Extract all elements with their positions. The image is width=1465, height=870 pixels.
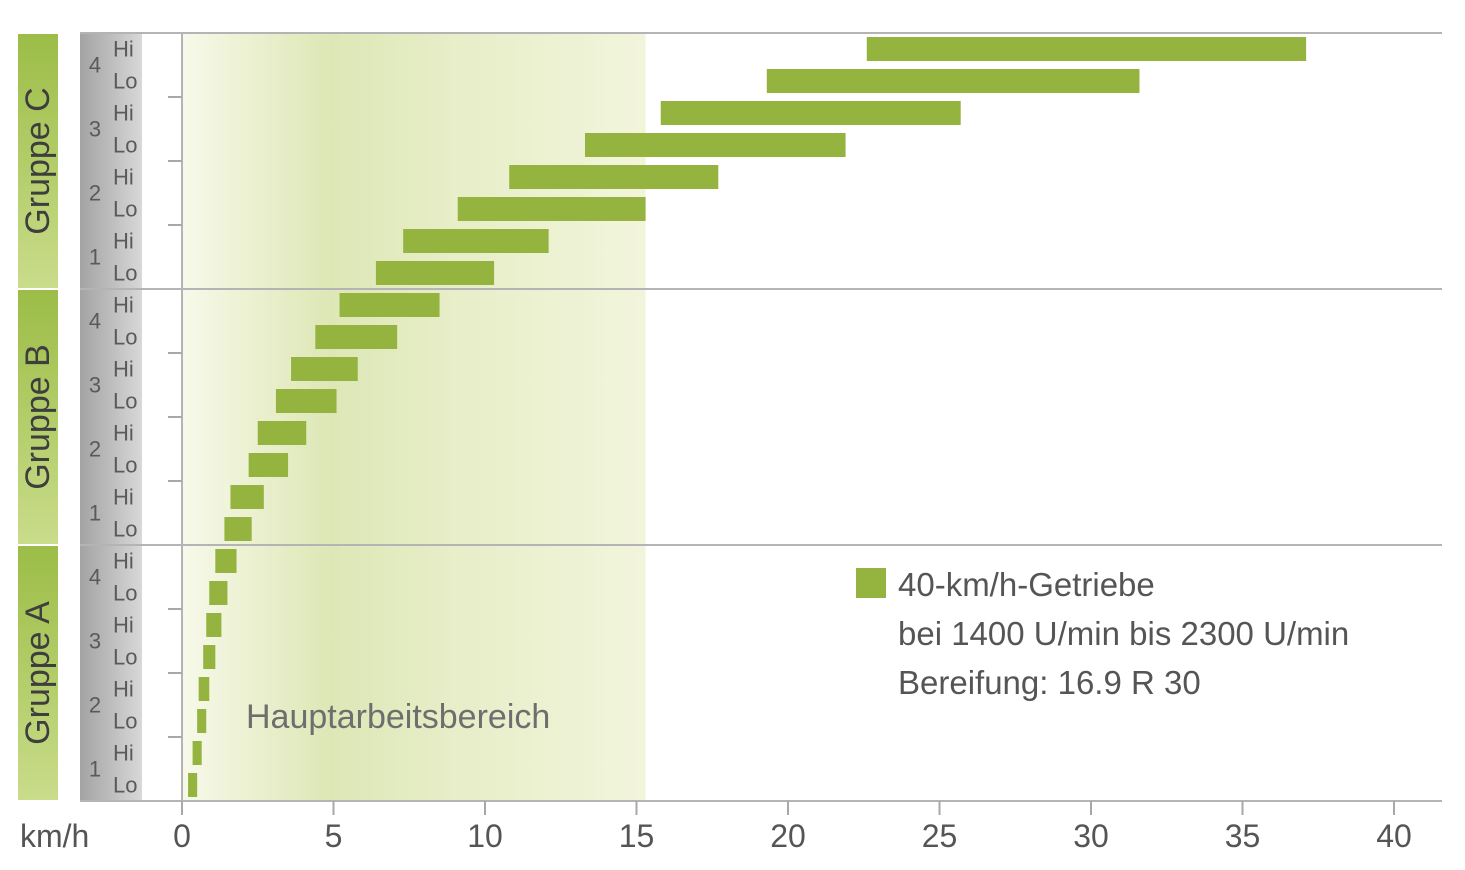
range-label: Hi (113, 293, 134, 318)
speed-range-bar (203, 645, 216, 669)
range-label: Hi (113, 549, 134, 574)
speed-range-bar (198, 677, 210, 701)
range-label: Lo (113, 453, 137, 478)
speed-range-bar (509, 165, 719, 189)
gear-number: 3 (89, 629, 101, 654)
range-label: Hi (113, 741, 134, 766)
gear-number: 3 (89, 373, 101, 398)
main-working-range-shading (182, 33, 646, 801)
range-label: Lo (113, 581, 137, 606)
range-label: Hi (113, 421, 134, 446)
range-label: Hi (113, 485, 134, 510)
speed-range-bar (230, 485, 264, 509)
legend-tyre-note: Bereifung: 16.9 R 30 (898, 664, 1201, 701)
group-label-band (18, 546, 58, 800)
speed-range-bar (188, 773, 198, 797)
speed-range-bar (192, 741, 202, 765)
gear-number: 4 (89, 309, 101, 334)
x-tick-label: 5 (325, 818, 343, 854)
x-tick-label: 35 (1225, 818, 1261, 854)
gear-column-band (80, 34, 142, 288)
speed-range-bar (584, 133, 846, 157)
range-label: Lo (113, 261, 137, 286)
speed-range-bars (188, 37, 1307, 797)
range-label: Hi (113, 37, 134, 62)
x-tick-label: 25 (922, 818, 958, 854)
range-label: Lo (113, 517, 137, 542)
range-label: Lo (113, 389, 137, 414)
gear-number: 4 (89, 53, 101, 78)
group-label: Gruppe C (19, 87, 57, 234)
legend-series-label: 40-km/h-Getriebe (898, 566, 1155, 603)
speed-range-bar (215, 549, 237, 573)
gear-column-band (80, 290, 142, 544)
speed-range-bar (339, 293, 440, 317)
group-label-band (18, 34, 58, 288)
range-label: Lo (113, 325, 137, 350)
range-label: Hi (113, 677, 134, 702)
range-label: Lo (113, 69, 137, 94)
group-label-band (18, 290, 58, 544)
gear-number: 3 (89, 117, 101, 142)
range-label: Hi (113, 165, 134, 190)
speed-range-bar (257, 421, 307, 445)
range-label: Lo (113, 133, 137, 158)
speed-range-bar (248, 453, 289, 477)
gear-number: 1 (89, 757, 101, 782)
speed-range-bar (375, 261, 495, 285)
x-axis: km/h 0 5 10 15 20 25 30 35 40 (20, 801, 1412, 854)
range-label: Lo (113, 197, 137, 222)
group-label: Gruppe A (19, 601, 57, 745)
group-label: Gruppe B (19, 344, 57, 490)
group-labels: Gruppe C Gruppe B Gruppe A (18, 34, 58, 800)
range-label: Lo (113, 645, 137, 670)
speed-range-bar (224, 517, 252, 541)
range-label: Hi (113, 613, 134, 638)
range-label: Hi (113, 229, 134, 254)
gear-number: 1 (89, 501, 101, 526)
speed-range-bar (209, 581, 228, 605)
legend: 40-km/h-Getriebe bei 1400 U/min bis 2300… (856, 566, 1349, 701)
speed-range-bar (291, 357, 358, 381)
gear-column-band (80, 546, 142, 800)
range-label: Hi (113, 101, 134, 126)
x-tick-label: 10 (467, 818, 503, 854)
range-label: Lo (113, 773, 137, 798)
x-tick-label: 15 (619, 818, 655, 854)
speed-range-bar (197, 709, 207, 733)
x-tick-label: 40 (1376, 818, 1412, 854)
gear-number: 2 (89, 693, 101, 718)
speed-range-bar (766, 69, 1140, 93)
gear-number: 4 (89, 565, 101, 590)
x-tick-label: 20 (770, 818, 806, 854)
speed-range-bar (403, 229, 549, 253)
x-axis-unit-label: km/h (20, 818, 89, 854)
gear-number: 2 (89, 181, 101, 206)
speed-range-bar (457, 197, 646, 221)
speed-range-bar (315, 325, 398, 349)
speed-range-bar (206, 613, 222, 637)
speed-range-bar (866, 37, 1307, 61)
legend-swatch (856, 568, 886, 598)
gear-number: 2 (89, 437, 101, 462)
x-tick-label: 30 (1073, 818, 1109, 854)
x-tick-label: 0 (173, 818, 191, 854)
range-label: Hi (113, 357, 134, 382)
range-label: Lo (113, 709, 137, 734)
gear-label-column: Hi 4 Lo Hi 3 Lo Hi 2 Lo Hi 1 Lo Hi 4 Lo Hi 3 Lo Hi 2 Lo Hi 1 Lo… (80, 34, 182, 800)
main-working-range-label: Hauptarbeitsbereich (246, 698, 550, 736)
gear-number: 1 (89, 245, 101, 270)
speed-range-bar (275, 389, 337, 413)
legend-rpm-note: bei 1400 U/min bis 2300 U/min (898, 615, 1349, 652)
speed-range-bar (660, 101, 961, 125)
